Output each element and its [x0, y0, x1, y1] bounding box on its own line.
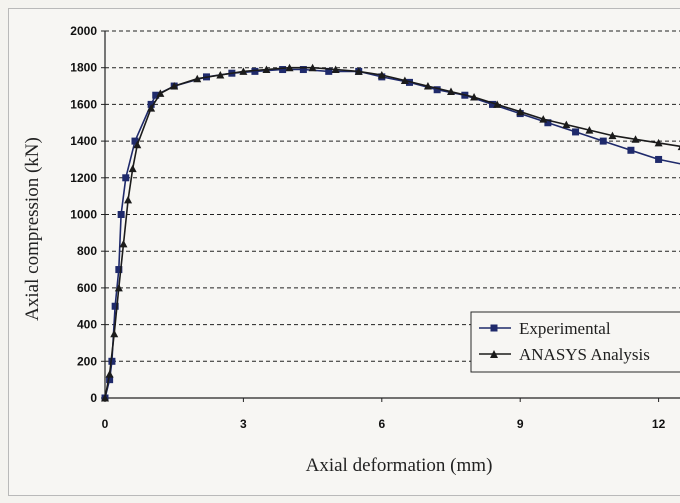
y-tick-label: 0: [90, 391, 97, 405]
data-point-square: [152, 91, 160, 99]
data-point-triangle: [124, 195, 133, 204]
y-axis-title: Axial compression (kN): [22, 137, 43, 321]
y-tick-label: 2000: [70, 24, 97, 38]
data-point-triangle: [400, 76, 409, 85]
data-point-triangle: [331, 65, 340, 74]
y-tick-label: 1800: [70, 61, 97, 75]
data-point-square: [122, 174, 130, 182]
series: [101, 63, 680, 402]
data-point-triangle: [539, 115, 548, 123]
data-point-triangle: [156, 89, 165, 97]
x-tick-label: 9: [517, 417, 524, 431]
data-point-triangle: [516, 107, 525, 116]
data-point-triangle: [119, 239, 128, 248]
data-point-triangle: [128, 164, 137, 173]
data-point-triangle: [470, 93, 479, 101]
data-point-square: [108, 357, 116, 365]
data-point-triangle: [447, 87, 455, 96]
legend: Experimental ANASYS Analysis: [470, 311, 680, 373]
data-point-square: [599, 137, 607, 145]
data-point-triangle: [285, 63, 294, 72]
chart-frame: 0 200 400 600 800 1000 1200 1400 1600 1800 2000 0 3…: [8, 8, 680, 496]
x-tick-label: 12: [652, 417, 666, 431]
data-point-triangle: [110, 329, 119, 338]
legend-marker-triangle: [490, 350, 498, 358]
x-tick-labels: 03691215: [102, 417, 666, 431]
y-tick-label: 200: [77, 354, 97, 368]
data-point-triangle: [354, 67, 363, 75]
data-point-square: [572, 128, 580, 136]
data-point-triangle: [193, 74, 202, 83]
y-tick-label: 600: [77, 281, 97, 295]
y-tick-label: 1000: [70, 208, 97, 222]
data-point-square: [117, 211, 125, 218]
data-point-square: [655, 155, 663, 163]
data-point-triangle: [377, 71, 386, 79]
data-point-triangle: [170, 82, 179, 90]
data-point-triangle: [585, 126, 594, 134]
data-point-triangle: [101, 394, 109, 402]
data-point-triangle: [608, 131, 617, 140]
x-tick-label: 3: [240, 417, 247, 431]
data-point-square: [279, 66, 287, 74]
data-point-triangle: [493, 100, 502, 108]
data-point-square: [489, 100, 497, 108]
x-axis-title: Axial deformation (mm): [306, 455, 493, 476]
data-point-square: [111, 302, 119, 310]
data-point-triangle: [308, 63, 317, 72]
x-tick-label: 6: [378, 417, 385, 431]
y-tick-label: 1400: [70, 134, 97, 148]
y-tick-label: 1200: [70, 171, 97, 185]
data-point-triangle: [147, 104, 156, 112]
data-point-triangle: [423, 82, 432, 90]
legend-marker-square: [490, 324, 498, 332]
legend-label-experimental: Experimental: [519, 319, 611, 338]
data-point-square: [131, 137, 139, 145]
data-point-square: [627, 146, 635, 154]
data-point-square: [544, 119, 552, 127]
data-point-triangle: [216, 71, 225, 79]
y-tick-label: 1600: [70, 97, 97, 111]
line-chart: 0 200 400 600 800 1000 1200 1400 1600 1800 2000 0 3…: [22, 24, 680, 476]
axes: [101, 30, 680, 402]
data-point-square: [251, 67, 259, 75]
y-tick-label: 400: [77, 318, 97, 332]
legend-box: [470, 311, 680, 373]
data-point-triangle: [114, 283, 123, 292]
y-tick-labels: 0 200 400 600 800 1000 1200 1400 1600 1800 2000: [70, 24, 97, 405]
legend-label-ansys: ANASYS Analysis: [519, 345, 650, 364]
y-tick-label: 800: [77, 244, 97, 258]
data-point-triangle: [105, 370, 114, 378]
data-point-triangle: [239, 67, 248, 75]
data-point-square: [325, 67, 333, 75]
data-point-triangle: [677, 145, 680, 151]
data-point-triangle: [654, 138, 663, 147]
x-tick-label: 0: [102, 417, 109, 431]
data-point-triangle: [262, 65, 271, 74]
data-point-square: [115, 266, 123, 274]
data-point-square: [433, 86, 441, 94]
data-point-triangle: [631, 135, 640, 143]
data-point-square: [299, 66, 307, 74]
data-point-triangle: [133, 140, 142, 149]
data-point-square: [106, 376, 114, 384]
data-point-triangle: [562, 120, 571, 129]
